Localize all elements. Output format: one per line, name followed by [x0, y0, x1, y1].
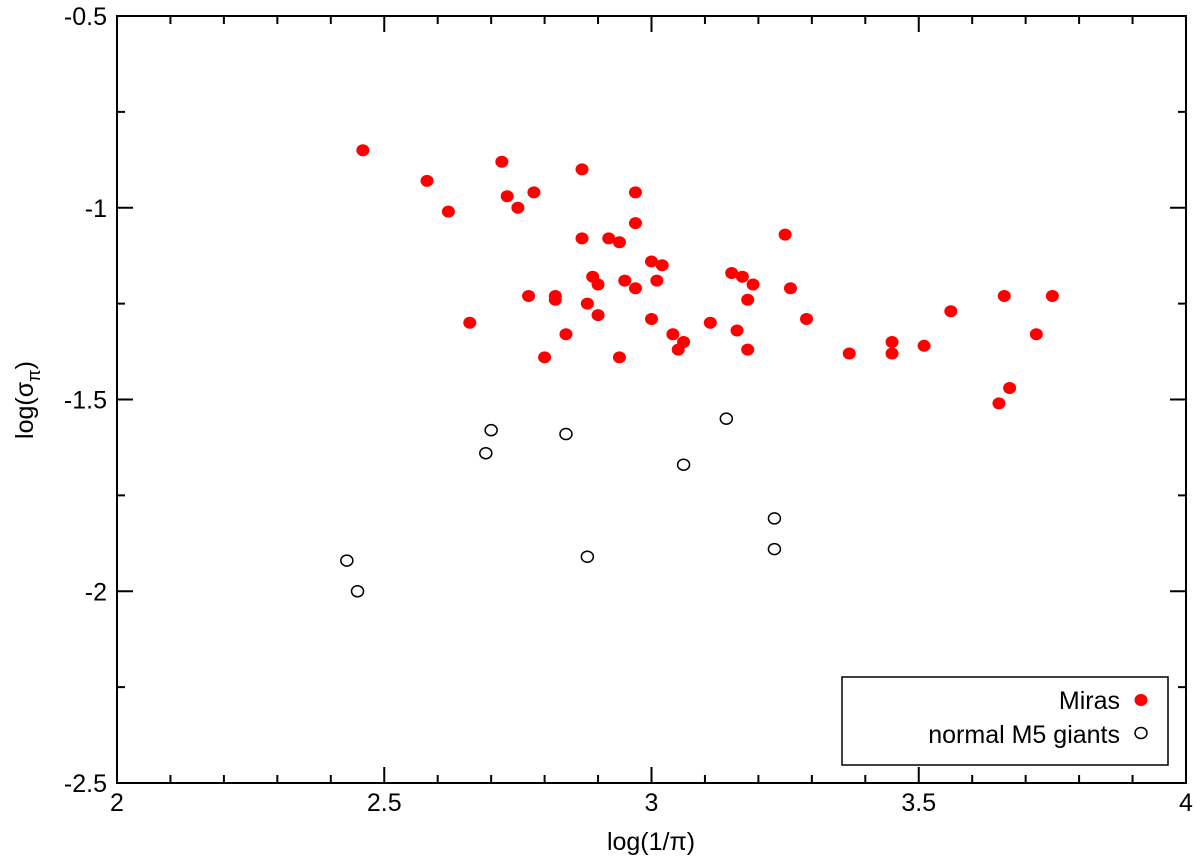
mira-point: [580, 297, 594, 310]
mira-point: [628, 217, 642, 230]
mira-point: [628, 186, 642, 199]
mira-point: [730, 324, 744, 337]
m5-giant-point: [350, 585, 365, 598]
mira-point: [746, 278, 760, 291]
mira-point: [997, 289, 1011, 302]
data-points: [340, 144, 1059, 598]
mira-point: [548, 293, 562, 306]
x-tick-label: 3: [645, 789, 659, 817]
mira-point: [800, 312, 814, 325]
mira-point: [495, 155, 509, 168]
y-axis-title-close: ): [11, 361, 39, 369]
mira-point: [885, 347, 899, 360]
mira-point: [527, 186, 541, 199]
m5-giant-point: [580, 550, 595, 563]
mira-point: [645, 255, 658, 268]
mira-point: [917, 339, 931, 352]
mira-point: [842, 347, 856, 360]
mira-point: [612, 236, 626, 249]
y-tick-label: -1: [85, 195, 107, 223]
plot-area: [116, 15, 1187, 784]
y-axis-title-sub: π: [24, 369, 44, 381]
mira-point: [703, 316, 717, 329]
legend: Miras normal M5 giants: [841, 676, 1169, 766]
mira-point: [1003, 381, 1017, 394]
y-axis-title: log(σπ): [11, 361, 44, 439]
m5-giant-point: [340, 554, 354, 567]
mira-point: [441, 205, 455, 218]
mira-point: [538, 351, 552, 364]
legend-label-m5-giants: normal M5 giants: [928, 721, 1120, 749]
mira-point: [356, 144, 370, 157]
legend-marker-m5-giants: [1134, 726, 1148, 740]
m5-giant-point: [559, 427, 573, 441]
y-axis-title-group: log(σπ): [11, 361, 44, 439]
x-tick-label: 2: [110, 789, 124, 817]
mira-point: [741, 343, 755, 356]
x-tick-label: 3.5: [901, 789, 936, 817]
mira-point: [1029, 328, 1043, 341]
mira-point: [992, 397, 1006, 410]
y-tick-label: -2.5: [64, 770, 107, 798]
m5-giant-point: [719, 412, 734, 425]
mira-point: [1045, 289, 1059, 302]
mira-point: [783, 282, 797, 295]
tick-labels: 2 2.5 3 3.5 4 -2.5 -2 -1.5 -1 -0.5: [64, 3, 1193, 817]
mira-point: [463, 316, 477, 329]
mira-point: [735, 270, 749, 283]
x-tick-label: 4: [1179, 789, 1193, 817]
m5-giant-point: [767, 512, 782, 525]
m5-giant-point: [479, 446, 493, 460]
mira-point: [650, 274, 664, 287]
mira-point: [666, 328, 680, 341]
m5-giant-point: [676, 458, 691, 471]
mira-point: [885, 335, 899, 348]
y-tick-label: -1.5: [64, 387, 107, 415]
mira-point: [420, 174, 434, 187]
y-axis-title-main: log(σ: [11, 381, 39, 439]
mira-point: [575, 232, 589, 245]
y-tick-label: -0.5: [64, 3, 107, 31]
mira-point: [602, 232, 616, 245]
mira-point: [725, 266, 739, 279]
mira-point: [559, 328, 573, 341]
mira-point: [645, 312, 658, 325]
legend-marker-miras: [1134, 694, 1148, 706]
mira-point: [500, 190, 514, 203]
mira-point: [618, 274, 632, 287]
mira-point: [591, 309, 605, 322]
mira-point: [944, 305, 958, 318]
x-tick-label: 2.5: [367, 789, 402, 817]
mira-point: [628, 282, 642, 295]
mira-point: [575, 163, 589, 176]
mira-point: [591, 278, 605, 291]
axis-ticks: [116, 15, 1187, 784]
y-tick-label: -2: [85, 578, 107, 606]
mira-point: [741, 293, 755, 306]
mira-point: [778, 228, 792, 241]
mira-point: [511, 201, 525, 214]
mira-point: [522, 289, 536, 302]
m5-giant-point: [767, 542, 782, 556]
mira-point: [655, 259, 669, 272]
legend-box: [841, 676, 1169, 766]
mira-point: [612, 351, 626, 364]
m5-giant-point: [484, 423, 498, 437]
legend-label-miras: Miras: [1059, 687, 1120, 715]
x-axis-title: log(1/π): [607, 828, 695, 856]
mira-point: [677, 335, 691, 348]
